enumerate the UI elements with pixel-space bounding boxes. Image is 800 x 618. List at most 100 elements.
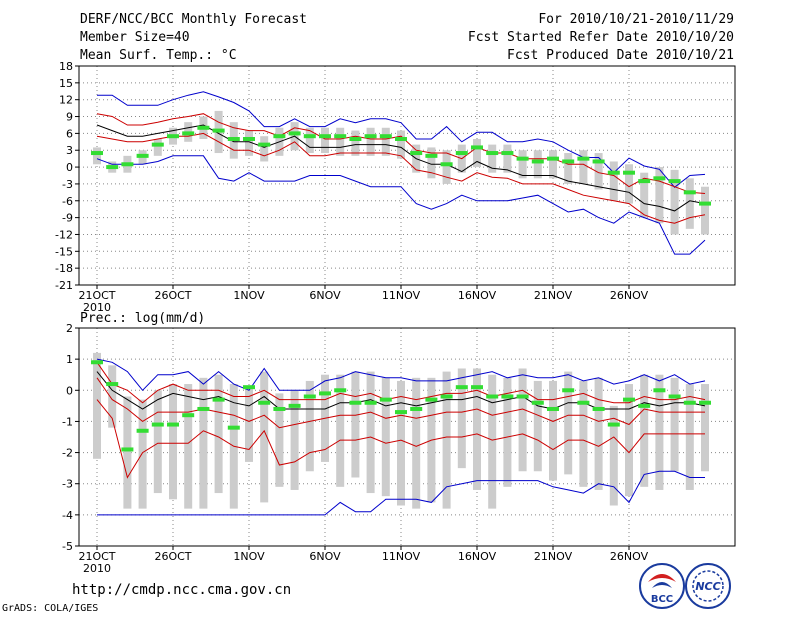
ensemble-spread-box — [564, 153, 573, 184]
ensemble-spread-box — [625, 164, 633, 204]
y-tick-label: 15 — [59, 77, 73, 90]
ncc-logo: NCC — [685, 563, 731, 609]
median-mark — [425, 397, 438, 402]
median-mark — [212, 128, 225, 133]
x-year-label: 2010 — [83, 562, 111, 575]
website-url[interactable]: http://cmdp.ncc.cma.gov.cn — [72, 582, 292, 598]
ensemble-spread-box — [625, 384, 633, 497]
precip-panel-title: Prec.: log(mm/d) — [80, 311, 206, 326]
ensemble-spread-box — [351, 371, 360, 478]
ensemble-spread-box — [397, 130, 405, 159]
median-mark — [151, 422, 164, 427]
forecast-started-date: Fcst Started Refer Date 2010/10/20 — [467, 30, 734, 45]
median-mark — [288, 403, 301, 408]
ensemble-spread-box — [564, 371, 573, 475]
median-mark — [227, 137, 240, 141]
ensemble-spread-box — [594, 153, 603, 190]
ensemble-spread-box — [473, 368, 481, 490]
median-mark — [623, 170, 635, 175]
median-mark — [547, 156, 559, 161]
x-year-label: 2010 — [83, 301, 111, 314]
median-mark — [258, 400, 271, 405]
median-mark — [455, 151, 468, 156]
median-mark — [182, 131, 195, 136]
ensemble-spread-box — [336, 127, 345, 156]
ensemble-spread-box — [275, 393, 284, 487]
median-mark — [562, 159, 575, 164]
grads-credit: GrADS: COLA/IGES — [2, 603, 99, 614]
ensemble-spread-box — [518, 150, 527, 179]
ensemble-spread-box — [549, 380, 557, 481]
y-tick-label: -3 — [62, 178, 73, 191]
median-mark — [106, 382, 119, 387]
ensemble-spread-box — [670, 169, 679, 235]
y-tick-label: 6 — [66, 127, 73, 140]
y-tick-label: -15 — [55, 245, 73, 258]
ensemble-spread-box — [169, 384, 177, 500]
member-size-label: Member Size=40 — [80, 30, 190, 45]
median-mark — [638, 179, 651, 184]
ensemble-spread-box — [366, 371, 375, 494]
median-mark — [121, 447, 134, 452]
median-mark — [699, 201, 711, 206]
ensemble-spread-box — [503, 377, 512, 487]
ensemble-spread-box — [138, 399, 147, 509]
ensemble-spread-box — [640, 172, 649, 218]
y-tick-label: 18 — [59, 60, 73, 73]
ensemble-spread-box — [290, 390, 299, 490]
median-mark — [395, 410, 407, 415]
median-mark — [638, 403, 651, 408]
x-tick-label: 11NOV — [382, 289, 421, 302]
median-mark — [531, 159, 544, 164]
median-mark — [471, 145, 483, 150]
plot-frame — [78, 65, 736, 286]
x-tick-label: 21NOV — [534, 289, 573, 302]
median-mark — [91, 360, 103, 365]
ensemble-spread-box — [123, 396, 132, 509]
ensemble-spread-box — [655, 374, 664, 490]
y-tick-label: 12 — [59, 94, 73, 107]
median-mark — [303, 134, 316, 139]
ensemble-spread-box — [533, 380, 542, 472]
ensemble-spread-box — [260, 371, 269, 503]
ensemble-spread-box — [609, 405, 618, 506]
median-mark — [623, 397, 635, 402]
median-mark — [334, 388, 347, 393]
ensemble-spread-box — [245, 130, 253, 156]
ensemble-spread-box — [351, 130, 360, 156]
y-tick-label: -3 — [62, 478, 73, 491]
series-p10-line — [96, 132, 706, 224]
ensemble-spread-box — [93, 147, 101, 165]
x-tick-label: 26NOV — [610, 289, 649, 302]
median-mark — [562, 388, 575, 393]
ensemble-spread-box — [488, 374, 497, 509]
y-tick-label: 0 — [66, 384, 73, 397]
median-mark — [668, 394, 681, 399]
median-mark — [653, 176, 666, 181]
median-mark — [379, 134, 392, 139]
median-mark — [227, 425, 240, 430]
ensemble-spread-box — [670, 377, 679, 472]
y-tick-label: 2 — [66, 322, 73, 335]
y-tick-label: -6 — [62, 195, 73, 208]
median-mark — [319, 134, 331, 139]
median-mark — [577, 156, 590, 161]
median-mark — [471, 385, 483, 390]
median-mark — [167, 134, 179, 139]
y-tick-label: -18 — [55, 262, 73, 275]
median-mark — [334, 134, 347, 139]
median-mark — [106, 165, 119, 170]
x-tick-label: 26OCT — [154, 550, 191, 563]
ensemble-spread-box — [579, 380, 588, 487]
ensemble-spread-box — [93, 352, 101, 459]
median-mark — [151, 142, 164, 147]
median-mark — [455, 385, 468, 390]
ensemble-spread-box — [260, 136, 269, 162]
median-mark — [547, 406, 559, 411]
ensemble-spread-box — [321, 127, 329, 154]
median-mark — [121, 162, 134, 167]
median-mark — [516, 156, 529, 161]
ensemble-spread-box — [701, 186, 709, 235]
ensemble-spread-box — [518, 368, 527, 472]
